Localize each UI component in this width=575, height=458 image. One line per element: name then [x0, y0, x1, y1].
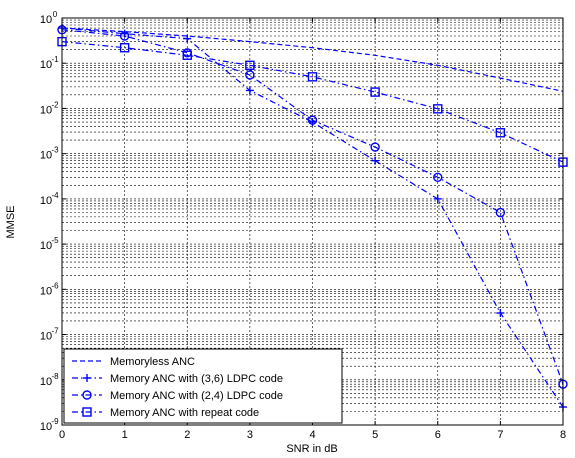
y-tick-exponent: -3 [51, 146, 59, 155]
legend-entry-label: Memoryless ANC [110, 356, 195, 368]
series-1 [61, 27, 564, 92]
y-tick-exponent: 0 [53, 10, 58, 19]
x-tick-label: 1 [122, 429, 128, 441]
y-tick-exponent: -6 [51, 281, 59, 290]
square-marker [245, 60, 255, 70]
x-tick-label: 6 [435, 429, 441, 441]
x-tick-label: 2 [184, 429, 190, 441]
y-tick-label: 10 [40, 421, 52, 433]
series-line [61, 41, 564, 163]
square-marker [370, 87, 380, 97]
square-marker [307, 72, 318, 82]
legend-entry-label: Memory ANC with (3,6) LDPC code [110, 373, 283, 385]
square-marker [182, 50, 192, 60]
circle-marker [433, 172, 443, 183]
y-tick-label: 10 [40, 59, 52, 71]
square-marker [433, 104, 443, 114]
y-tick-label: 10 [40, 150, 52, 162]
series-line [61, 27, 564, 92]
plus-marker [371, 156, 380, 165]
y-tick-exponent: -1 [51, 55, 59, 64]
x-tick-label: 7 [497, 429, 503, 441]
circle-marker [370, 142, 380, 152]
legend-entry-label: Memory ANC with (2,4) LDPC code [110, 390, 283, 402]
y-tick-exponent: -4 [51, 191, 59, 200]
plus-marker [496, 308, 505, 317]
y-tick-label: 10 [40, 195, 52, 207]
plus-marker [83, 374, 91, 382]
circle-marker [307, 115, 318, 125]
circle-marker [245, 70, 255, 80]
legend: Memoryless ANC Memory ANC with (3,6) LDPC… [63, 348, 343, 424]
y-tick-exponent: -5 [51, 236, 59, 245]
y-tick-label: 10 [40, 285, 52, 297]
plus-marker [245, 86, 254, 95]
series-line [61, 29, 564, 385]
y-tick-exponent: -9 [51, 417, 59, 426]
circle-marker [495, 207, 506, 218]
square-marker [495, 128, 506, 138]
grid [62, 18, 563, 425]
x-tick-label: 8 [560, 429, 566, 441]
x-tick-label: 5 [372, 429, 378, 441]
plus-marker [183, 34, 192, 43]
y-tick-label: 10 [40, 240, 52, 252]
y-axis-label: MMSE [5, 206, 17, 239]
series-group [57, 24, 568, 412]
y-tick-exponent: -7 [51, 327, 59, 336]
y-tick-label: 10 [40, 104, 52, 116]
x-axis-ticks: 0 1 2 3 4 5 6 7 8 [59, 18, 566, 441]
x-axis-label: SNR in dB [286, 443, 337, 455]
legend-box [63, 348, 343, 424]
circle-marker [82, 390, 92, 400]
x-tick-label: 4 [309, 429, 315, 441]
plus-marker [433, 194, 442, 203]
square-marker [119, 43, 130, 53]
series-line [61, 27, 564, 408]
y-tick-label: 10 [40, 376, 52, 388]
x-tick-label: 3 [247, 429, 253, 441]
circle-marker [119, 31, 130, 41]
legend-entry-label: Memory ANC with repeat code [110, 407, 259, 419]
square-marker [82, 407, 92, 417]
y-tick-label: 10 [40, 14, 52, 26]
y-tick-label: 10 [40, 331, 52, 343]
x-tick-label: 0 [59, 429, 65, 441]
y-tick-exponent: -8 [51, 372, 59, 381]
y-tick-exponent: -2 [51, 100, 59, 109]
